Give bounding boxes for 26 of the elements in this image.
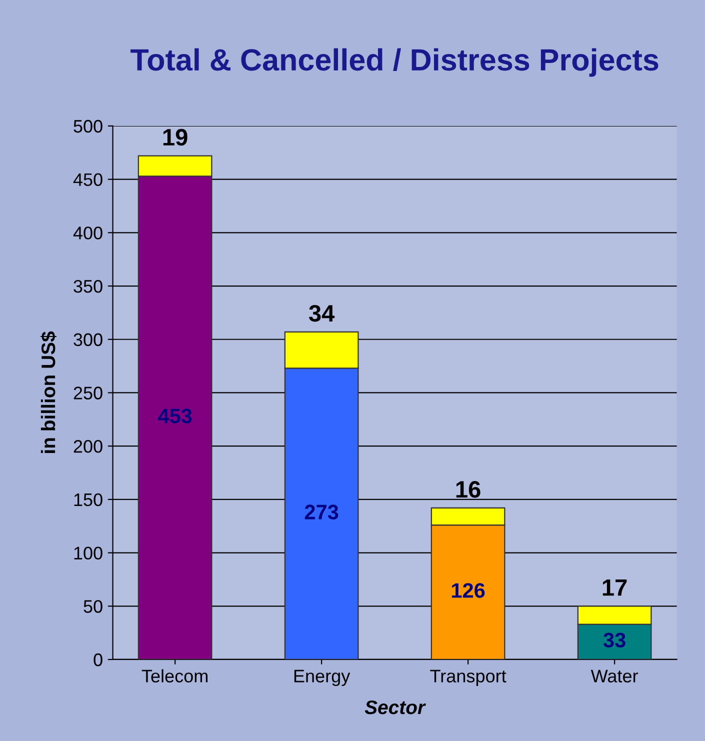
y-axis-title: in billion US$ [40, 331, 56, 453]
y-tick-label: 350 [74, 280, 102, 293]
chart-title: Total & Cancelled / Distress Projects [130, 48, 658, 77]
y-tick-label: 200 [74, 440, 102, 453]
y-tick-label: 500 [74, 120, 102, 133]
x-axis-title: Sector [364, 700, 426, 714]
y-tick-label: 0 [94, 653, 102, 666]
data-label: 33 [603, 632, 626, 648]
data-label: 19 [163, 128, 188, 146]
x-tick-label: Water [590, 670, 638, 682]
y-tick-label: 300 [74, 333, 102, 346]
data-label: 273 [304, 504, 338, 520]
y-tick-label: 50 [84, 600, 102, 613]
data-label: 34 [308, 304, 335, 322]
y-tick-label: 100 [74, 546, 102, 560]
x-tick-label: Telecom [142, 669, 208, 682]
x-tick-label: Energy [294, 670, 350, 686]
y-tick-label: 150 [74, 493, 102, 506]
data-label: 126 [452, 583, 485, 598]
data-label: 16 [456, 481, 480, 498]
y-tick-label: 450 [73, 173, 102, 186]
y-tick-label: 250 [74, 386, 102, 400]
data-label: 453 [158, 408, 192, 424]
data-label: 17 [602, 579, 627, 596]
x-tick-label: Transport [430, 670, 506, 686]
y-tick-label: 400 [73, 226, 102, 240]
